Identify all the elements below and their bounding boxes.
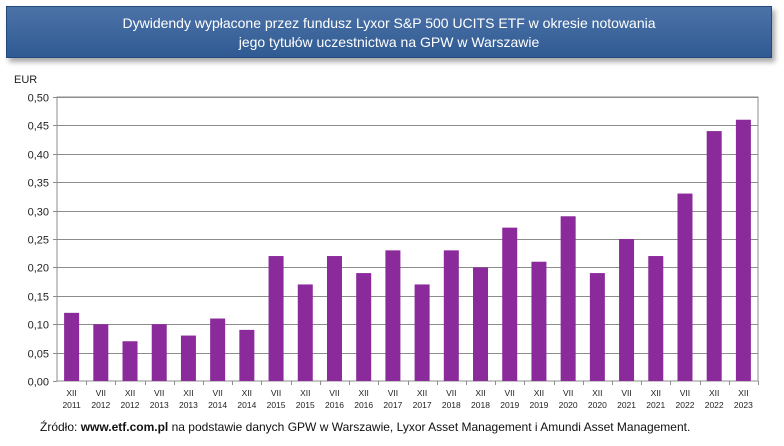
x-tick-label-month: XII [417,388,427,398]
x-tick-label-year: 2021 [646,400,665,410]
bar [706,131,722,381]
source-site: www.etf.com.pl [80,420,169,434]
y-tick-label: 0,25 [28,235,49,247]
x-tick-label-year: 2014 [237,400,256,410]
x-tick-label-year: 2016 [325,400,344,410]
x-tick-label-month: VII [96,388,106,398]
x-tick-label-year: 2020 [559,400,578,410]
chart-title-line-2: jego tytułów uczestnictwa na GPW w Warsz… [238,34,540,50]
x-tick-label-year: 2013 [150,400,169,410]
bar [619,239,635,381]
chart-title-banner: Dywidendy wypłacone przez fundusz Lyxor … [6,6,772,58]
y-tick-label: 0,20 [28,263,49,275]
x-tick-label-year: 2012 [121,400,140,410]
y-tick-label: 0,50 [28,93,49,105]
x-tick-label-year: 2022 [676,400,695,410]
y-tick-label: 0,30 [28,207,49,219]
y-tick-label: 0,10 [28,320,49,332]
x-tick-label-month: VII [446,388,456,398]
x-tick-label-month: XII [66,388,76,398]
x-tick-label-month: VII [388,388,398,398]
bar [531,261,547,381]
bar [443,250,459,381]
bar [326,256,342,381]
x-tick-label-year: 2020 [588,400,607,410]
x-tick-label-month: XII [534,388,544,398]
x-tick-label-year: 2019 [529,400,548,410]
y-tick-label: 0,40 [28,150,49,162]
bar [93,324,109,381]
bar [239,329,255,381]
bar [473,267,489,381]
x-tick-label-year: 2018 [442,400,461,410]
x-tick-label-month: VII [680,388,690,398]
y-tick-label: 0,15 [28,292,49,304]
x-tick-label-month: VII [621,388,631,398]
x-tick-label-year: 2019 [500,400,519,410]
y-tick-label: 0,35 [28,178,49,190]
bar [122,341,138,381]
bar [356,273,372,381]
x-tick-label-year: 2015 [296,400,315,410]
x-tick-label-year: 2022 [705,400,724,410]
x-tick-label-year: 2013 [179,400,198,410]
x-tick-label-month: VII [329,388,339,398]
bar [64,312,80,381]
bar [677,193,693,381]
x-tick-label-month: XII [300,388,310,398]
bar [648,256,664,381]
chart-title-line-1: Dywidendy wypłacone przez fundusz Lyxor … [122,15,656,31]
bar [385,250,401,381]
x-tick-label-month: XII [709,388,719,398]
y-tick-label: 0,45 [28,121,49,133]
x-tick-label-year: 2023 [734,400,753,410]
x-tick-label-month: XII [651,388,661,398]
x-tick-label-month: XII [475,388,485,398]
x-tick-label-year: 2015 [267,400,286,410]
x-tick-label-year: 2014 [208,400,227,410]
x-tick-label-year: 2011 [62,400,81,410]
x-tick-label-month: XII [358,388,368,398]
y-tick-label: 0,00 [28,377,49,389]
bar [735,119,751,381]
x-tick-label-month: XII [125,388,135,398]
x-tick-label-month: VII [271,388,281,398]
x-tick-label-month: VII [505,388,515,398]
x-tick-label-month: XII [242,388,252,398]
x-tick-label-month: VII [563,388,573,398]
source-text: na podstawie danych GPW w Warszawie, Lyx… [171,420,691,434]
bar [210,318,226,381]
x-tick-label-month: XII [183,388,193,398]
x-tick-label-month: XII [592,388,602,398]
bar [268,256,284,381]
source-prefix: Źródło: [40,420,78,434]
bar [151,324,167,381]
bar [297,284,313,381]
y-axis-label: EUR [14,74,37,86]
x-tick-label-year: 2016 [354,400,373,410]
x-tick-label-month: VII [212,388,222,398]
x-tick-label-year: 2012 [91,400,110,410]
bar [560,216,576,381]
x-tick-label-year: 2017 [383,400,402,410]
bar [414,284,430,381]
x-tick-label-year: 2018 [471,400,490,410]
x-tick-label-year: 2021 [617,400,636,410]
x-tick-label-year: 2017 [413,400,432,410]
x-tick-label-month: VII [154,388,164,398]
bar [502,227,518,381]
bar [589,273,605,381]
source-note: Źródło: www.etf.com.pl na podstawie dany… [40,420,690,434]
bar [180,335,196,381]
y-tick-label: 0,05 [28,349,49,361]
x-tick-label-month: XII [738,388,748,398]
